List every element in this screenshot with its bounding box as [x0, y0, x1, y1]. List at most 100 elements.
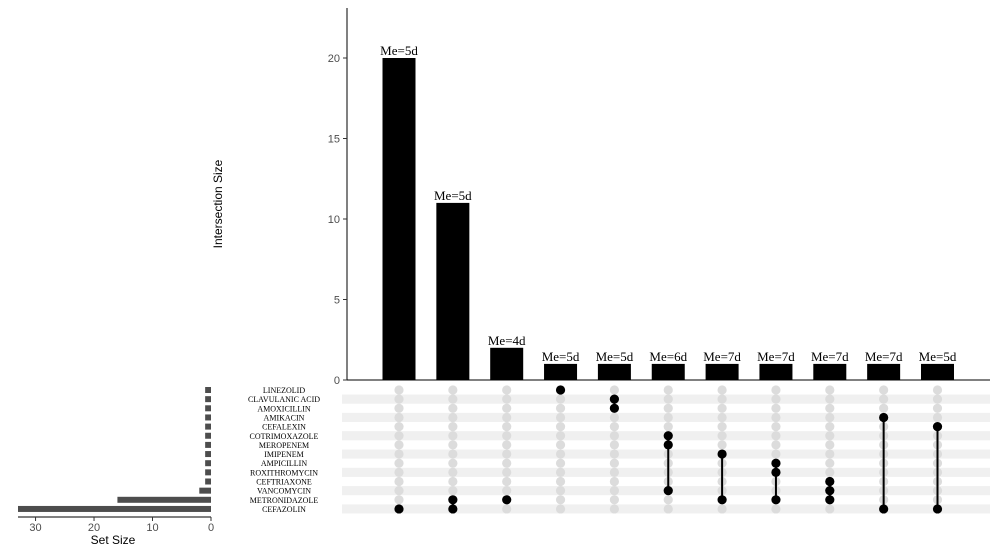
matrix-dot-inactive	[502, 431, 512, 441]
set-label: IMIPENEM	[264, 450, 304, 459]
matrix-dot-inactive	[609, 467, 620, 477]
matrix-dot-inactive	[609, 412, 620, 423]
matrix-dot-active	[825, 495, 835, 505]
set-label: AMOXICILLIN	[257, 404, 311, 413]
matrix-dot-inactive	[609, 458, 620, 468]
matrix-dot-active	[609, 394, 620, 404]
matrix-dot-inactive	[502, 403, 512, 413]
intersection-bar-label: Me=5d	[542, 349, 580, 364]
matrix-dot-inactive	[502, 385, 512, 395]
intersection-bar-label: Me=7d	[703, 349, 741, 364]
set-size-bar	[199, 487, 211, 494]
intersection-bar	[813, 363, 847, 380]
matrix-dot-inactive	[879, 385, 889, 395]
matrix-dot-inactive	[394, 412, 404, 423]
matrix-dot-inactive	[394, 467, 404, 477]
intersection-bar-label: Me=5d	[596, 349, 634, 364]
matrix-dot-inactive	[609, 486, 620, 496]
y-axis-title: Intersection Size	[211, 159, 225, 248]
set-size-bar	[117, 496, 211, 503]
set-size-tick-label: 20	[88, 522, 100, 534]
set-size-bar	[205, 405, 211, 412]
matrix-dot-active	[932, 422, 943, 432]
set-size-bar	[205, 432, 211, 439]
intersection-bar-label: Me=7d	[865, 349, 903, 364]
set-label: CEFAZOLIN	[262, 505, 306, 514]
matrix-dot-inactive	[448, 385, 458, 395]
matrix-dot-inactive	[394, 486, 404, 496]
matrix-dot-inactive	[825, 458, 835, 468]
intersection-bar	[490, 347, 524, 380]
matrix-dot-active	[771, 467, 781, 477]
matrix-dot-inactive	[394, 422, 404, 432]
matrix-dot-active	[448, 495, 458, 505]
matrix-dot-inactive	[825, 440, 835, 450]
set-size-tick-label: 30	[29, 522, 41, 534]
set-label: AMPICILLIN	[261, 459, 307, 468]
set-size-bar	[205, 478, 211, 485]
matrix-dot-inactive	[448, 394, 458, 404]
matrix-dot-inactive	[394, 495, 404, 505]
matrix-dot-active	[717, 449, 727, 459]
matrix-dot-inactive	[448, 403, 458, 413]
intersection-bar	[759, 363, 793, 380]
matrix-dot-active	[771, 495, 781, 505]
matrix-dot-inactive	[394, 385, 404, 395]
intersection-bar-label: Me=7d	[757, 349, 795, 364]
matrix-dot-inactive	[448, 486, 458, 496]
intersection-bar	[651, 363, 685, 380]
matrix-dot-inactive	[609, 431, 620, 441]
matrix-dot-inactive	[771, 394, 781, 404]
set-size-bar	[205, 469, 211, 476]
set-label: AMIKACIN	[264, 413, 305, 422]
matrix-dot-inactive	[771, 449, 781, 459]
matrix-dot-inactive	[502, 440, 512, 450]
intersection-bar	[436, 202, 470, 380]
matrix-dot-active	[609, 403, 620, 413]
matrix-dot-inactive	[555, 394, 566, 404]
set-size-bar	[205, 414, 211, 421]
matrix-dot-active	[825, 476, 835, 487]
matrix-dot-inactive	[555, 449, 566, 459]
matrix-dot-inactive	[555, 412, 566, 423]
matrix-dot-inactive	[879, 403, 889, 413]
matrix-dot-inactive	[502, 394, 512, 404]
matrix-dot-inactive	[555, 486, 566, 496]
matrix-dot-inactive	[609, 385, 620, 395]
intersection-bar-label: Me=7d	[811, 349, 849, 364]
matrix-dot-inactive	[555, 476, 566, 487]
matrix-dot-inactive	[932, 403, 943, 413]
matrix-dot-inactive	[932, 394, 943, 404]
set-size-axis-title: Set Size	[91, 533, 136, 547]
matrix-dot-inactive	[825, 449, 835, 459]
matrix-dot-inactive	[609, 504, 620, 514]
matrix-dot-inactive	[717, 394, 727, 404]
matrix-dot-active	[663, 486, 673, 496]
matrix-dot-inactive	[448, 458, 458, 468]
matrix-dot-inactive	[609, 495, 620, 505]
matrix-dot-inactive	[717, 403, 727, 413]
matrix-dot-inactive	[394, 449, 404, 459]
matrix-dot-inactive	[502, 486, 512, 496]
matrix-dot-inactive	[771, 504, 781, 514]
set-size-bars	[18, 387, 211, 512]
matrix-dot-inactive	[502, 422, 512, 432]
matrix-dot-inactive	[502, 412, 512, 423]
matrix-dot-active	[879, 412, 889, 423]
matrix-dot-inactive	[502, 449, 512, 459]
set-size-bar	[205, 451, 211, 458]
matrix-dot-inactive	[502, 467, 512, 477]
matrix-dot-inactive	[663, 403, 673, 413]
intersection-bar	[867, 363, 901, 380]
matrix-dot-active	[879, 504, 889, 514]
matrix-dot-inactive	[663, 495, 673, 505]
set-size-axis: 30 20 10 0	[18, 516, 214, 534]
matrix-dot-inactive	[717, 431, 727, 441]
matrix-dot-inactive	[717, 440, 727, 450]
matrix-dot-inactive	[394, 440, 404, 450]
matrix-dot-inactive	[394, 394, 404, 404]
set-size-bar	[205, 423, 211, 430]
matrix-dot-active	[932, 504, 943, 514]
matrix-dot-inactive	[825, 394, 835, 404]
